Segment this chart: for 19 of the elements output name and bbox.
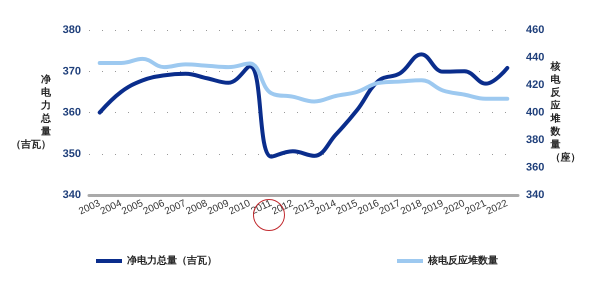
y-axis-title: 净电力总量（吉瓦） [11, 74, 52, 150]
y2-tick-label: 360 [526, 162, 544, 174]
y-tick-label: 360 [62, 106, 81, 118]
y2-axis-title: 核电反应堆数量（座） [549, 60, 580, 164]
y2-tick-label: 400 [526, 106, 544, 118]
y2-tick-label: 440 [526, 52, 544, 64]
y-tick-label: 370 [62, 65, 81, 78]
y2-tick-label: 380 [526, 134, 544, 146]
line-series [98, 52, 510, 159]
legend-label: 核电反应堆数量 [427, 254, 498, 266]
y2-tick-label: 420 [526, 79, 544, 91]
y-tick-label: 350 [62, 148, 81, 160]
legend-label: 净电力总量（吉瓦） [127, 254, 217, 266]
y-tick-label: 380 [62, 24, 81, 36]
line-series [98, 56, 510, 104]
x-tick-label: 2022 [484, 198, 510, 218]
y2-tick-label: 460 [526, 24, 544, 36]
y-tick-label: 340 [62, 189, 81, 201]
y2-tick-label: 340 [526, 189, 544, 201]
